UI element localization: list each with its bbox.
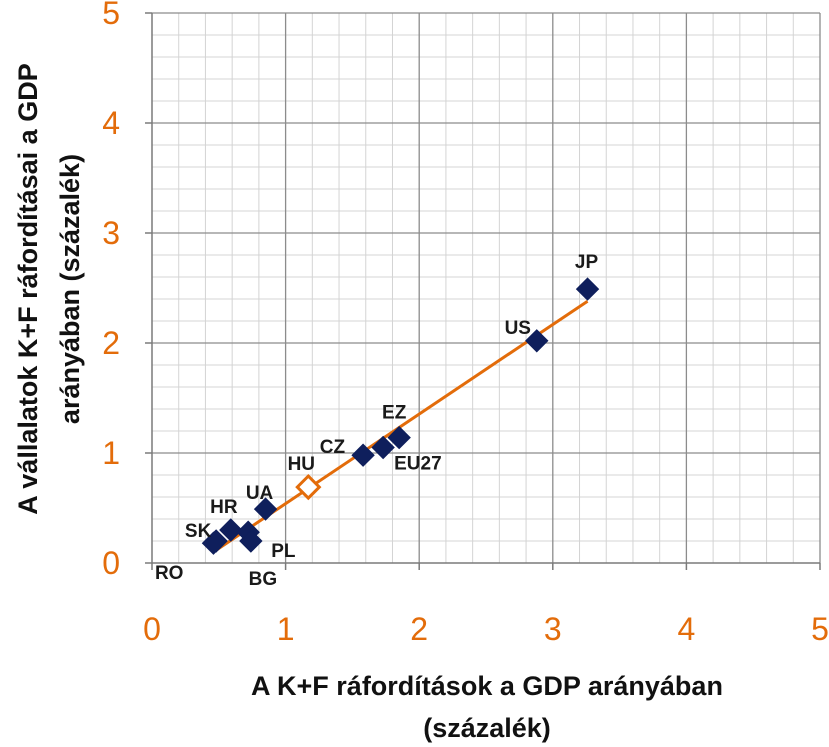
- x-tick-label: 1: [277, 611, 295, 647]
- point-label-ez: EZ: [382, 403, 407, 424]
- minor-grid: [152, 13, 820, 563]
- x-tick-label: 2: [410, 611, 428, 647]
- y-axis-title-line-1: A vállalatok K+F ráfordításai a GDP: [13, 63, 43, 514]
- point-label-ua: UA: [246, 483, 274, 504]
- x-tick-label: 5: [811, 611, 829, 647]
- x-axis-title-line-1: A K+F ráfordítások a GDP arányában: [251, 671, 723, 701]
- data-point-jp: [575, 277, 600, 301]
- data-points: [201, 277, 600, 555]
- y-tick-label: 5: [102, 0, 120, 31]
- x-tick-label: 0: [143, 611, 161, 647]
- point-label-pl: PL: [271, 541, 296, 562]
- data-point-ua: [253, 497, 278, 521]
- y-tick-label: 1: [102, 435, 120, 471]
- x-tick-label: 3: [544, 611, 562, 647]
- point-label-sk: SK: [185, 521, 212, 542]
- y-tick-label: 3: [102, 215, 120, 251]
- data-point-bg: [239, 529, 263, 553]
- data-point-hu: [295, 473, 322, 501]
- y-tick-labels: 0 1 2 3 4 5: [102, 0, 120, 581]
- data-point-ez: [387, 425, 411, 450]
- y-tick-label: 0: [102, 545, 120, 581]
- x-axis-title-line-2: (százalék): [423, 713, 551, 743]
- point-label-jp: JP: [575, 252, 599, 273]
- y-tick-label: 4: [102, 105, 120, 141]
- data-point-us: [525, 329, 549, 353]
- point-label-hu: HU: [288, 454, 315, 475]
- x-tick-label: 4: [678, 611, 696, 647]
- data-point-eu27: [371, 435, 395, 460]
- point-label-eu27: EU27: [394, 454, 442, 475]
- data-point-hr: [219, 518, 243, 542]
- data-point-cz: [351, 443, 375, 467]
- axes: [145, 12, 821, 570]
- data-point-sk: [204, 529, 228, 553]
- point-label-ro: RO: [155, 563, 184, 584]
- major-grid: [152, 12, 821, 563]
- point-label-cz: CZ: [320, 437, 346, 458]
- x-tick-labels: 0 1 2 3 4 5: [143, 611, 829, 647]
- point-label-us: US: [505, 318, 531, 339]
- point-label-hr: HR: [210, 497, 238, 518]
- y-axis-title-line-2: arányában (százalék): [55, 154, 85, 424]
- y-tick-label: 2: [102, 325, 120, 361]
- point-label-bg: BG: [249, 569, 278, 590]
